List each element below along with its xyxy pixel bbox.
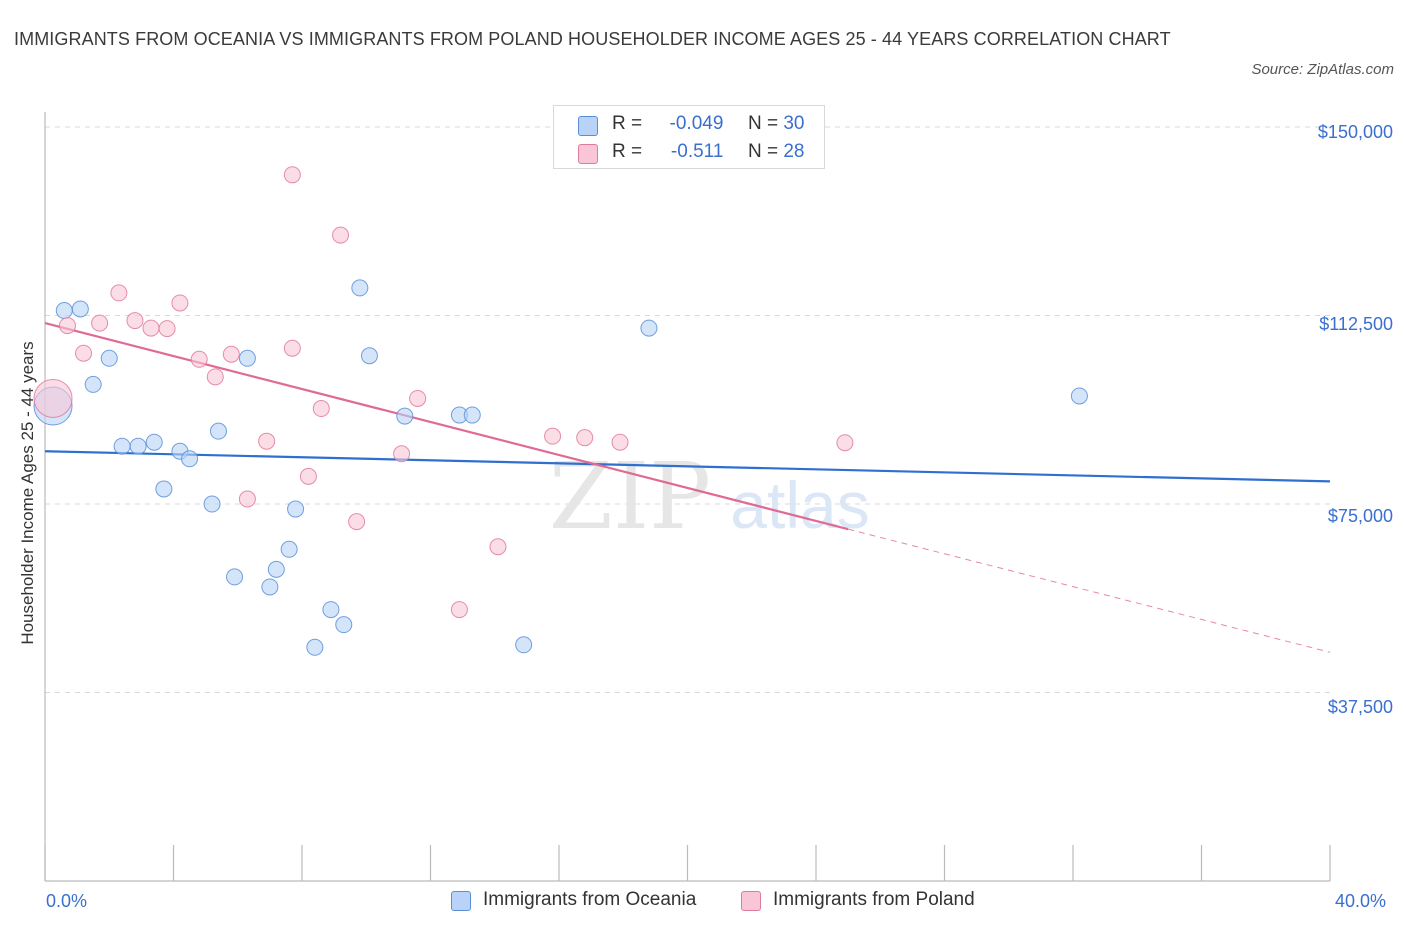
oceania-point bbox=[322, 601, 340, 619]
poland-point bbox=[348, 513, 366, 531]
oceania-point bbox=[100, 349, 118, 367]
oceania-point bbox=[306, 638, 324, 656]
oceania-point bbox=[640, 319, 658, 337]
poland-trend-line bbox=[44, 322, 849, 531]
oceania-point bbox=[226, 568, 244, 586]
y-tick-label: $150,000 bbox=[1317, 122, 1393, 142]
oceania-point bbox=[515, 636, 533, 654]
y-tick-label: $75,000 bbox=[1327, 506, 1393, 526]
poland-point bbox=[576, 429, 594, 447]
r-label: R = bbox=[612, 113, 643, 134]
oceania-point bbox=[280, 540, 298, 558]
poland-r-value: -0.511 bbox=[670, 141, 724, 162]
poland-point bbox=[312, 400, 330, 418]
data-points bbox=[33, 166, 1088, 656]
oceania-point bbox=[287, 500, 305, 518]
poland-trend-extension bbox=[848, 528, 1331, 653]
oceania-point bbox=[145, 433, 163, 451]
poland-point bbox=[142, 319, 160, 337]
watermark-zip: ZIP bbox=[549, 443, 711, 550]
oceania-point bbox=[351, 279, 369, 297]
oceania-point bbox=[360, 347, 378, 365]
poland-point bbox=[332, 226, 350, 244]
poland-point bbox=[836, 434, 854, 452]
oceania-legend-swatch bbox=[451, 891, 471, 911]
oceania-point bbox=[396, 407, 414, 425]
oceania-point bbox=[71, 300, 89, 318]
poland-point bbox=[299, 467, 317, 485]
poland-point bbox=[611, 433, 629, 451]
oceania-legend-label: Immigrants from Oceania bbox=[483, 889, 697, 910]
poland-point bbox=[283, 166, 301, 184]
oceania-point bbox=[181, 450, 199, 468]
oceania-point bbox=[129, 437, 147, 455]
poland-swatch bbox=[578, 144, 598, 164]
y-tick-label: $112,500 bbox=[1319, 314, 1393, 334]
poland-point bbox=[206, 368, 224, 386]
oceania-trend-line bbox=[44, 450, 1331, 483]
poland-point bbox=[126, 312, 144, 330]
poland-legend-label: Immigrants from Poland bbox=[773, 889, 975, 910]
poland-point bbox=[450, 601, 468, 619]
poland-point bbox=[409, 389, 427, 407]
oceania-point bbox=[113, 437, 131, 455]
oceania-point bbox=[1070, 387, 1088, 405]
poland-point bbox=[258, 432, 276, 450]
poland-point bbox=[58, 317, 76, 335]
oceania-point bbox=[84, 375, 102, 393]
poland-point bbox=[489, 538, 507, 556]
oceania-point bbox=[55, 302, 73, 320]
r-label: R = bbox=[612, 141, 643, 162]
n-label: N = bbox=[747, 141, 779, 162]
poland-point bbox=[393, 445, 411, 463]
axes bbox=[44, 112, 1331, 882]
poland-point bbox=[75, 344, 93, 362]
poland-point bbox=[171, 294, 189, 312]
poland-point bbox=[283, 339, 301, 357]
y-tick-label: $37,500 bbox=[1327, 697, 1393, 717]
gridlines bbox=[45, 126, 1330, 694]
oceania-n-value: 30 bbox=[783, 113, 805, 134]
oceania-point bbox=[155, 480, 173, 498]
trend-lines bbox=[44, 322, 1331, 653]
poland-point bbox=[33, 378, 73, 418]
poland-point bbox=[238, 490, 256, 508]
poland-point bbox=[91, 314, 109, 332]
poland-point bbox=[544, 427, 562, 445]
x-tick-label-max: 40.0% bbox=[1335, 891, 1387, 911]
source-label: Source: ZipAtlas.com bbox=[1251, 61, 1394, 78]
oceania-point bbox=[267, 560, 285, 578]
chart-title: IMMIGRANTS FROM OCEANIA VS IMMIGRANTS FR… bbox=[14, 29, 1171, 49]
poland-point bbox=[190, 350, 208, 368]
oceania-point bbox=[238, 349, 256, 367]
n-label: N = bbox=[747, 113, 779, 134]
poland-legend-swatch bbox=[741, 891, 761, 911]
oceania-point bbox=[209, 422, 227, 440]
oceania-point bbox=[463, 406, 481, 424]
poland-point bbox=[110, 284, 128, 302]
stats-legend: R = -0.049 N = 30 R = -0.511 N = 28 bbox=[553, 105, 825, 169]
oceania-r-value: -0.049 bbox=[669, 113, 724, 134]
watermark: ZIP atlas bbox=[549, 443, 870, 550]
poland-point bbox=[222, 345, 240, 363]
oceania-point bbox=[261, 578, 279, 596]
oceania-swatch bbox=[578, 116, 598, 136]
poland-point bbox=[158, 320, 176, 338]
poland-n-value: 28 bbox=[783, 141, 805, 162]
oceania-point bbox=[203, 495, 221, 513]
x-tick-label-min: 0.0% bbox=[46, 891, 88, 911]
oceania-point bbox=[335, 616, 353, 634]
